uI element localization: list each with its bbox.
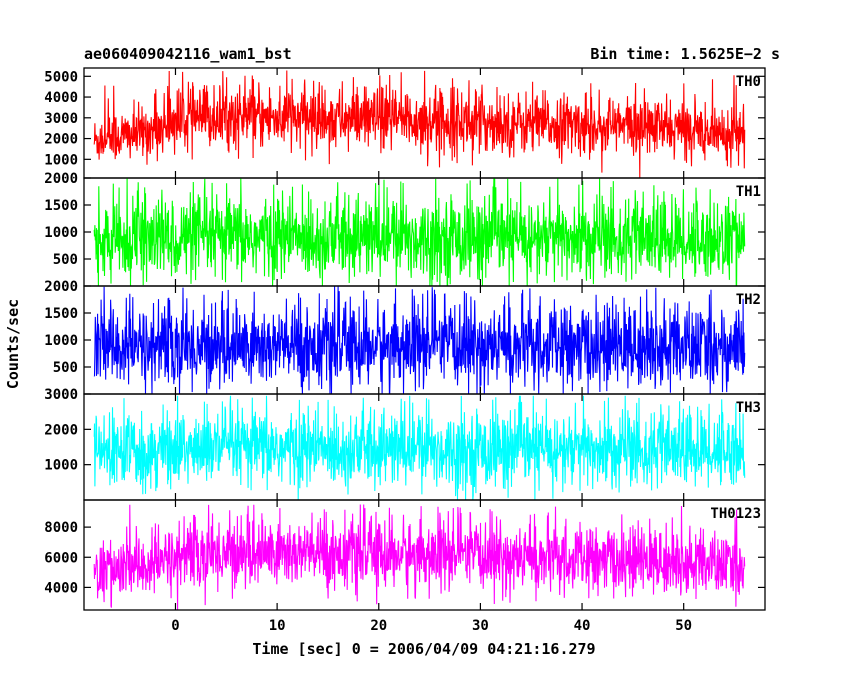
y-tick-label: 1000 — [44, 333, 78, 349]
y-tick-label: 2000 — [44, 422, 78, 438]
y-tick-label: 4000 — [44, 580, 78, 596]
series-th2-line — [93, 286, 746, 394]
y-tick-label: 1500 — [44, 198, 78, 214]
y-tick-label: 3000 — [44, 387, 78, 403]
y-tick-label: 5000 — [44, 69, 78, 85]
panel-th3: 1000 2000 3000 TH3 — [44, 387, 766, 501]
y-tick-label: 1000 — [44, 152, 78, 168]
panel-th1: 500 1000 1500 2000 TH1 — [44, 171, 766, 287]
y-tick-label: 500 — [53, 360, 78, 376]
y-tick-label: 500 — [53, 252, 78, 268]
panel-label-th2: TH2 — [736, 292, 761, 308]
panel-label-th3: TH3 — [736, 400, 761, 416]
series-th3-line — [93, 395, 746, 500]
y-tick-label: 3000 — [44, 111, 78, 127]
panel-label-th0: TH0 — [736, 74, 761, 90]
x-axis-label: Time [sec] 0 = 2006/04/09 04:21:16.279 — [252, 640, 595, 658]
panels-group: 1000 2000 3000 4000 5000 TH0 500 1000 1500 2000 TH… — [44, 67, 766, 611]
x-tick-label: 50 — [675, 618, 692, 634]
y-tick-label: 2000 — [44, 171, 78, 187]
x-tick-label: 0 — [171, 618, 179, 634]
y-tick-label: 1500 — [44, 306, 78, 322]
y-axis-label: Counts/sec — [4, 299, 22, 389]
x-tick-label: 10 — [269, 618, 286, 634]
y-tick-label: 8000 — [44, 520, 78, 536]
plot-title: ae060409042116_wam1_bst — [84, 45, 292, 63]
y-tick-label: 1000 — [44, 225, 78, 241]
x-tick-label: 30 — [472, 618, 489, 634]
y-tick-label: 2000 — [44, 279, 78, 295]
x-tick-label: 40 — [574, 618, 591, 634]
x-tick-label: 20 — [370, 618, 387, 634]
panel-label-th1: TH1 — [736, 184, 761, 200]
panel-label-th0123: TH0123 — [710, 506, 761, 522]
y-tick-label: 6000 — [44, 550, 78, 566]
panel-th2: 500 1000 1500 2000 TH2 — [44, 279, 766, 395]
y-tick-label: 4000 — [44, 90, 78, 106]
series-th0123-line — [93, 504, 746, 610]
y-tick-label: 1000 — [44, 458, 78, 474]
panel-th0123: 4000 6000 8000 TH0123 — [44, 499, 766, 611]
bin-time-label: Bin time: 1.5625E−2 s — [590, 45, 780, 63]
series-th1-line — [93, 178, 746, 286]
panel-th0: 1000 2000 3000 4000 5000 TH0 — [44, 67, 766, 179]
series-th0-line — [93, 70, 746, 178]
panel-frame — [83, 499, 766, 611]
y-tick-label: 2000 — [44, 132, 78, 148]
x-axis: 0 10 20 30 40 50 — [171, 618, 692, 634]
